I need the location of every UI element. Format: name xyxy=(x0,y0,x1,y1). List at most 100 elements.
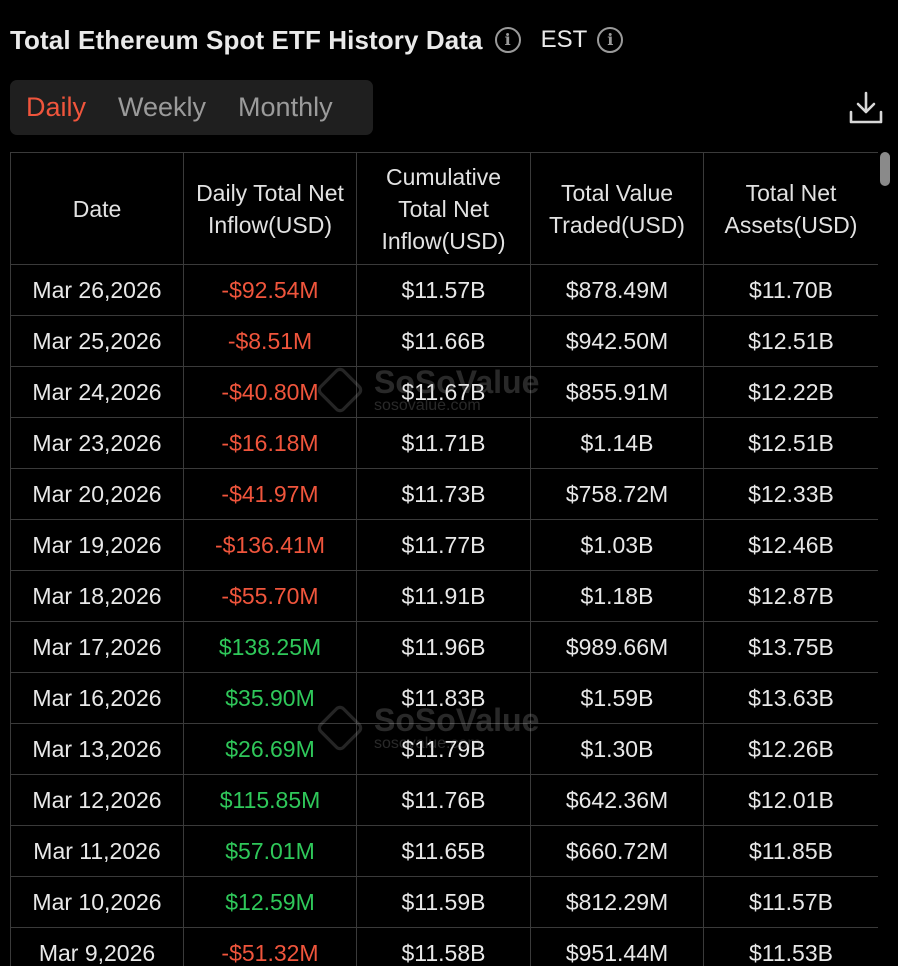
tab-weekly[interactable]: Weekly xyxy=(118,92,207,122)
value-traded-cell: $989.66M xyxy=(530,621,704,673)
table-row: Mar 19,2026 -$136.41M $11.77B $1.03B $12.46B xyxy=(10,519,878,571)
date-cell: Mar 24,2026 xyxy=(10,366,184,418)
daily-inflow-cell: $115.85M xyxy=(183,774,357,826)
download-icon[interactable] xyxy=(848,90,884,126)
value-traded-cell: $942.50M xyxy=(530,315,704,367)
value-traded-cell: $951.44M xyxy=(530,927,704,966)
date-cell: Mar 11,2026 xyxy=(10,825,184,877)
tab-monthly[interactable]: Monthly xyxy=(238,92,333,122)
value-traded-cell: $878.49M xyxy=(530,264,704,316)
date-cell: Mar 18,2026 xyxy=(10,570,184,622)
daily-inflow-cell: -$51.32M xyxy=(183,927,357,966)
tab-daily[interactable]: Daily xyxy=(26,92,87,122)
value-traded-cell: $1.14B xyxy=(530,417,704,469)
page-header: Total Ethereum Spot ETF History Data i E… xyxy=(10,22,624,58)
daily-inflow-cell: $12.59M xyxy=(183,876,357,928)
net-assets-cell: $11.85B xyxy=(703,825,878,877)
net-assets-cell: $12.87B xyxy=(703,570,878,622)
cumulative-inflow-cell: $11.76B xyxy=(356,774,531,826)
cumulative-inflow-cell: $11.59B xyxy=(356,876,531,928)
net-assets-cell: $11.57B xyxy=(703,876,878,928)
history-table: Date Daily Total Net Inflow(USD) Cumulat… xyxy=(10,152,878,966)
table-row: Mar 13,2026 $26.69M $11.79B $1.30B $12.26B xyxy=(10,723,878,775)
net-assets-cell: $11.70B xyxy=(703,264,878,316)
value-traded-cell: $660.72M xyxy=(530,825,704,877)
cumulative-inflow-cell: $11.58B xyxy=(356,927,531,966)
table-row: Mar 18,2026 -$55.70M $11.91B $1.18B $12.87B xyxy=(10,570,878,622)
value-traded-cell: $855.91M xyxy=(530,366,704,418)
column-header-net-assets[interactable]: Total Net Assets(USD) xyxy=(703,152,878,265)
table-row: Mar 12,2026 $115.85M $11.76B $642.36M $12.01… xyxy=(10,774,878,826)
net-assets-cell: $12.51B xyxy=(703,315,878,367)
date-cell: Mar 25,2026 xyxy=(10,315,184,367)
daily-inflow-cell: -$55.70M xyxy=(183,570,357,622)
daily-inflow-cell: $35.90M xyxy=(183,672,357,724)
net-assets-cell: $12.33B xyxy=(703,468,878,520)
cumulative-inflow-cell: $11.66B xyxy=(356,315,531,367)
timezone-label: EST xyxy=(540,26,588,53)
value-traded-cell: $1.30B xyxy=(530,723,704,775)
daily-inflow-cell: $26.69M xyxy=(183,723,357,775)
net-assets-cell: $12.01B xyxy=(703,774,878,826)
page-title: Total Ethereum Spot ETF History Data xyxy=(10,24,483,55)
date-cell: Mar 12,2026 xyxy=(10,774,184,826)
table-row: Mar 17,2026 $138.25M $11.96B $989.66M $13.75… xyxy=(10,621,878,673)
cumulative-inflow-cell: $11.83B xyxy=(356,672,531,724)
column-header-cumulative-inflow[interactable]: Cumulative Total Net Inflow(USD) xyxy=(356,152,531,265)
scrollbar-thumb[interactable] xyxy=(880,152,890,186)
cumulative-inflow-cell: $11.65B xyxy=(356,825,531,877)
net-assets-cell: $12.22B xyxy=(703,366,878,418)
date-cell: Mar 17,2026 xyxy=(10,621,184,673)
net-assets-cell: $11.53B xyxy=(703,927,878,966)
cumulative-inflow-cell: $11.77B xyxy=(356,519,531,571)
daily-inflow-cell: -$92.54M xyxy=(183,264,357,316)
history-table-container: Date Daily Total Net Inflow(USD) Cumulat… xyxy=(10,152,878,966)
daily-inflow-cell: -$40.80M xyxy=(183,366,357,418)
cumulative-inflow-cell: $11.67B xyxy=(356,366,531,418)
date-cell: Mar 13,2026 xyxy=(10,723,184,775)
table-row: Mar 25,2026 -$8.51M $11.66B $942.50M $12.51B xyxy=(10,315,878,367)
value-traded-cell: $1.59B xyxy=(530,672,704,724)
cumulative-inflow-cell: $11.96B xyxy=(356,621,531,673)
date-cell: Mar 10,2026 xyxy=(10,876,184,928)
net-assets-cell: $12.51B xyxy=(703,417,878,469)
table-row: Mar 10,2026 $12.59M $11.59B $812.29M $11.57B xyxy=(10,876,878,928)
cumulative-inflow-cell: $11.91B xyxy=(356,570,531,622)
net-assets-cell: $12.26B xyxy=(703,723,878,775)
table-row: Mar 26,2026 -$92.54M $11.57B $878.49M $11.70… xyxy=(10,264,878,316)
column-header-daily-inflow[interactable]: Daily Total Net Inflow(USD) xyxy=(183,152,357,265)
table-header-row: Date Daily Total Net Inflow(USD) Cumulat… xyxy=(10,152,878,265)
daily-inflow-cell: $138.25M xyxy=(183,621,357,673)
date-cell: Mar 19,2026 xyxy=(10,519,184,571)
net-assets-cell: $13.75B xyxy=(703,621,878,673)
timezone-info-icon[interactable]: i xyxy=(597,27,624,53)
date-cell: Mar 20,2026 xyxy=(10,468,184,520)
table-row: Mar 20,2026 -$41.97M $11.73B $758.72M $12.33… xyxy=(10,468,878,520)
date-cell: Mar 23,2026 xyxy=(10,417,184,469)
daily-inflow-cell: -$41.97M xyxy=(183,468,357,520)
value-traded-cell: $1.03B xyxy=(530,519,704,571)
date-cell: Mar 26,2026 xyxy=(10,264,184,316)
column-header-date[interactable]: Date xyxy=(10,152,184,265)
daily-inflow-cell: -$16.18M xyxy=(183,417,357,469)
value-traded-cell: $642.36M xyxy=(530,774,704,826)
net-assets-cell: $12.46B xyxy=(703,519,878,571)
table-row: Mar 24,2026 -$40.80M $11.67B $855.91M $12.22… xyxy=(10,366,878,418)
cumulative-inflow-cell: $11.71B xyxy=(356,417,531,469)
daily-inflow-cell: -$8.51M xyxy=(183,315,357,367)
info-icon[interactable]: i xyxy=(494,27,521,53)
column-header-value-traded[interactable]: Total Value Traded(USD) xyxy=(530,152,704,265)
date-cell: Mar 16,2026 xyxy=(10,672,184,724)
cumulative-inflow-cell: $11.79B xyxy=(356,723,531,775)
value-traded-cell: $1.18B xyxy=(530,570,704,622)
table-row: Mar 23,2026 -$16.18M $11.71B $1.14B $12.51B xyxy=(10,417,878,469)
table-row: Mar 9,2026 -$51.32M $11.58B $951.44M $11.53B xyxy=(10,927,878,966)
period-tabs: Daily Weekly Monthly xyxy=(10,80,373,135)
value-traded-cell: $812.29M xyxy=(530,876,704,928)
cumulative-inflow-cell: $11.73B xyxy=(356,468,531,520)
table-scrollbar[interactable] xyxy=(878,152,892,966)
date-cell: Mar 9,2026 xyxy=(10,927,184,966)
daily-inflow-cell: -$136.41M xyxy=(183,519,357,571)
value-traded-cell: $758.72M xyxy=(530,468,704,520)
table-row: Mar 11,2026 $57.01M $11.65B $660.72M $11.85B xyxy=(10,825,878,877)
